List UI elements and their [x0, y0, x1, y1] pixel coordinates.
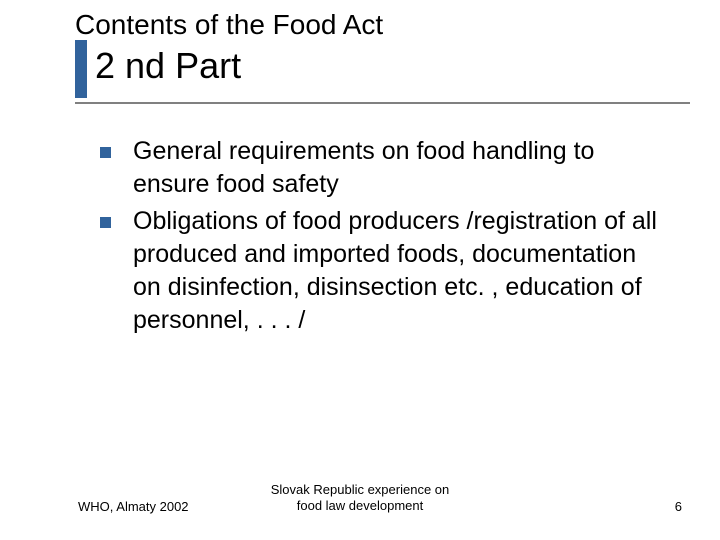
title-block: Contents of the Food Act 2 nd Part [75, 8, 680, 87]
bullet-text: General requirements on food handling to… [133, 135, 670, 201]
footer-center: Slovak Republic experience on food law d… [0, 482, 720, 515]
content-area: General requirements on food handling to… [100, 135, 670, 341]
list-item: Obligations of food producers /registrat… [100, 205, 670, 337]
footer-center-line2: food law development [297, 498, 423, 513]
square-bullet-icon [100, 217, 111, 228]
page-number: 6 [675, 499, 682, 514]
square-bullet-icon [100, 147, 111, 158]
footer-center-line1: Slovak Republic experience on [271, 482, 450, 497]
slide: Contents of the Food Act 2 nd Part Gener… [0, 0, 720, 540]
bullet-text: Obligations of food producers /registrat… [133, 205, 670, 337]
list-item: General requirements on food handling to… [100, 135, 670, 201]
title-accent-bar [75, 40, 87, 98]
slide-supertitle: Contents of the Food Act [75, 8, 680, 42]
title-underline [75, 102, 690, 104]
footer: WHO, Almaty 2002 Slovak Republic experie… [0, 474, 720, 514]
slide-subtitle: 2 nd Part [95, 44, 680, 87]
